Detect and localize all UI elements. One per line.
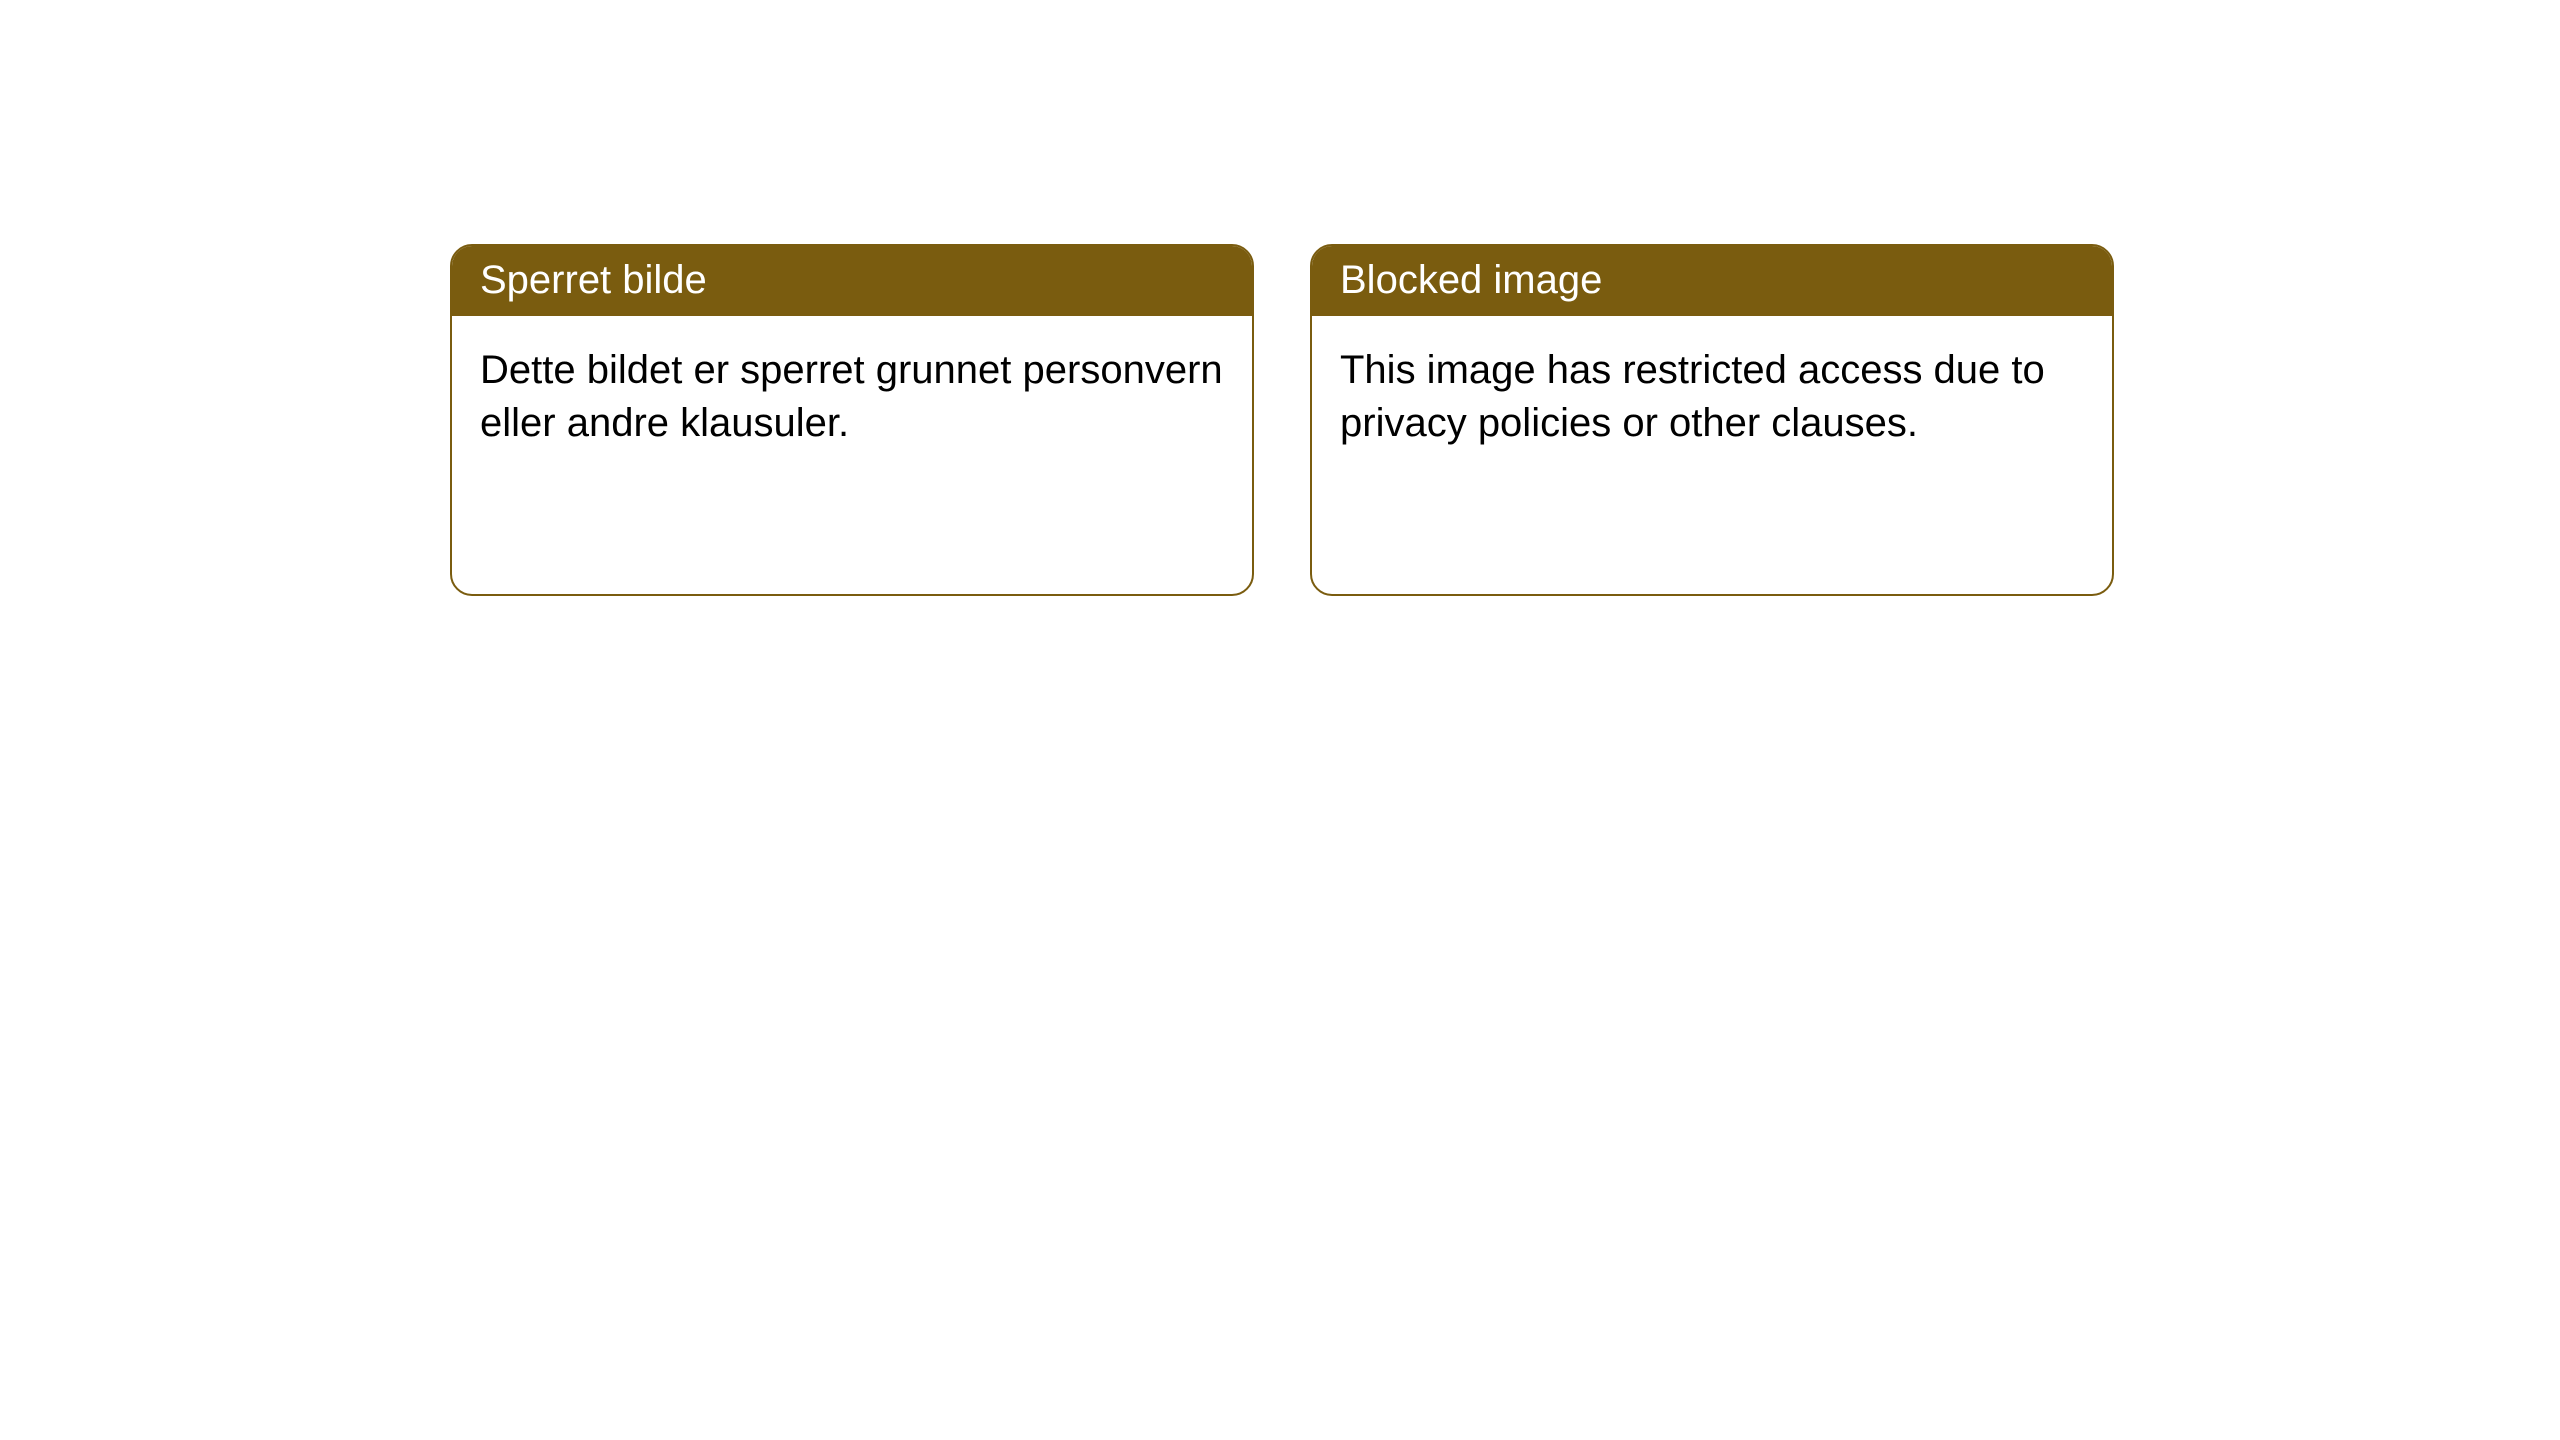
notice-card-body: Dette bildet er sperret grunnet personve… [452, 316, 1252, 594]
notice-card-english: Blocked image This image has restricted … [1310, 244, 2114, 596]
notice-card-norwegian: Sperret bilde Dette bildet er sperret gr… [450, 244, 1254, 596]
notice-card-title: Sperret bilde [452, 246, 1252, 316]
notice-card-title: Blocked image [1312, 246, 2112, 316]
notice-cards-row: Sperret bilde Dette bildet er sperret gr… [450, 244, 2114, 596]
notice-card-body: This image has restricted access due to … [1312, 316, 2112, 594]
